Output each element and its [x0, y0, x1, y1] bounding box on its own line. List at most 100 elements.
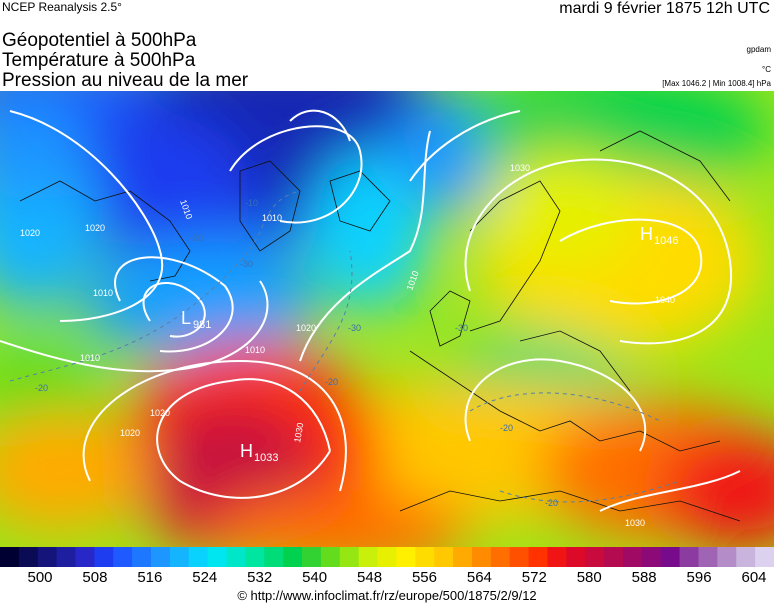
- color-scale: [0, 547, 774, 567]
- isobar-label: 1020: [20, 228, 40, 238]
- date-label: mardi 9 février 1875 12h UTC: [559, 0, 770, 17]
- isobars: [0, 109, 741, 512]
- color-scale-swatch: [320, 547, 341, 567]
- color-scale-swatch: [641, 547, 662, 567]
- color-scale-swatch: [396, 547, 416, 567]
- isotherm-label: -20: [545, 498, 558, 508]
- color-scale-swatch: [509, 547, 530, 567]
- pressure-range: [Max 1046.2 | Min 1008.4] hPa: [662, 79, 771, 88]
- center-type: H: [640, 224, 653, 244]
- center-value: 981: [193, 319, 211, 331]
- isotherm-label: -30: [240, 259, 253, 269]
- color-scale-swatch: [471, 547, 492, 567]
- color-scale-tick: 596: [686, 569, 712, 586]
- color-scale-swatch: [37, 547, 58, 567]
- color-scale-tick: 604: [741, 569, 767, 586]
- title-pressure: Pression au niveau de la mer: [2, 70, 249, 91]
- isobar-label: 1010: [80, 353, 100, 363]
- color-scale-swatch: [717, 547, 737, 567]
- weather-map: 1010 1020 1010 1010 1010 1010 1020 1030 …: [0, 91, 774, 547]
- unit-temperature: °C: [762, 65, 771, 74]
- color-scale-tick: 580: [576, 569, 602, 586]
- color-scale-tick: 588: [631, 569, 657, 586]
- isobar-label: 1010: [262, 213, 282, 223]
- color-scale-swatch: [755, 547, 774, 567]
- geopotential-field: [0, 91, 774, 547]
- color-scale-swatch: [207, 547, 228, 567]
- color-scale-tick: 500: [27, 569, 53, 586]
- pressure-centers: H 1046 L 981 H 1033: [181, 224, 678, 464]
- color-scale-swatch: [169, 547, 190, 567]
- isobar-label: 1020: [150, 408, 170, 418]
- title-geopotential: Géopotentiel à 500hPa: [2, 30, 197, 51]
- color-scale-swatch: [283, 547, 303, 567]
- color-scale-swatch: [660, 547, 681, 567]
- high-pressure-center: H 1046: [640, 224, 678, 247]
- color-scale-swatch: [698, 547, 718, 567]
- low-pressure-center: L 981: [181, 308, 211, 331]
- high-pressure-center: H 1033: [240, 441, 278, 464]
- color-scale-swatch: [18, 547, 39, 567]
- center-type: L: [181, 308, 191, 328]
- color-scale-swatch: [679, 547, 699, 567]
- color-scale-swatch: [604, 547, 624, 567]
- color-scale-tick: 556: [411, 569, 437, 586]
- color-scale-swatch: [453, 547, 473, 567]
- color-scale-tick: 508: [82, 569, 108, 586]
- isobar-label: 1020: [120, 428, 140, 438]
- color-scale-swatch: [358, 547, 379, 567]
- color-scale-swatch: [188, 547, 209, 567]
- color-scale-swatch: [339, 547, 360, 567]
- color-scale-tick: 540: [302, 569, 328, 586]
- isotherms: [9, 190, 681, 503]
- color-scale-swatch: [302, 547, 322, 567]
- color-scale-swatch: [132, 547, 152, 567]
- isotherm-label: -20: [190, 233, 203, 243]
- isotherm-label: -20: [325, 377, 338, 387]
- color-scale-swatch: [75, 547, 95, 567]
- color-scale-tick: 548: [357, 569, 383, 586]
- color-scale-tick: 524: [192, 569, 218, 586]
- center-type: H: [240, 441, 253, 461]
- center-value: 1046: [654, 235, 678, 247]
- color-scale-swatch: [226, 547, 246, 567]
- color-scale-tick: 564: [466, 569, 492, 586]
- color-scale-swatch: [0, 547, 20, 567]
- color-scale-swatch: [528, 547, 548, 567]
- isotherm-label: -30: [455, 323, 468, 333]
- isobar-label: 1020: [296, 323, 316, 333]
- isobar-label: 1010: [245, 345, 265, 355]
- color-scale-ticks: 500 508 516 524 532 540 548 556 564 572 580 588 596 6…: [0, 569, 774, 589]
- color-scale-swatch: [415, 547, 435, 567]
- source-label: NCEP Reanalysis 2.5°: [2, 0, 122, 14]
- isobar-label: 1030: [510, 163, 530, 173]
- color-scale-swatch: [113, 547, 133, 567]
- map-titles: Géopotentiel à 500hPa Température à 500h…: [2, 31, 248, 91]
- color-scale-swatch: [151, 547, 171, 567]
- color-scale-swatch: [94, 547, 114, 567]
- color-scale-swatch: [245, 547, 265, 567]
- isobar-label: 1040: [655, 295, 675, 305]
- color-scale-swatch: [622, 547, 643, 567]
- coastlines: [19, 130, 741, 522]
- color-scale-swatch: [264, 547, 284, 567]
- color-scale-tick: 572: [521, 569, 547, 586]
- isobar-label: 1020: [85, 223, 105, 233]
- isobar-label: 1010: [93, 288, 113, 298]
- isotherm-label: -30: [348, 323, 361, 333]
- unit-geopotential: gpdam: [746, 45, 771, 54]
- color-scale-swatch: [377, 547, 397, 567]
- color-scale-tick: 532: [247, 569, 273, 586]
- copyright-footer: © http://www.infoclimat.fr/rz/europe/500…: [237, 588, 537, 603]
- isobar-label: 1030: [625, 518, 645, 528]
- color-scale-swatch: [56, 547, 77, 567]
- isotherm-label: -20: [500, 423, 513, 433]
- center-value: 1033: [254, 452, 278, 464]
- color-scale-swatch: [547, 547, 567, 567]
- isotherm-labels: -30 -30 -30 -20 -20 -20 -20 -20 -10: [35, 198, 558, 508]
- title-temperature: Température à 500hPa: [2, 50, 196, 71]
- isotherm-label: -10: [245, 198, 258, 208]
- color-scale-swatch: [566, 547, 586, 567]
- color-scale-swatch: [736, 547, 756, 567]
- color-scale-swatch: [490, 547, 511, 567]
